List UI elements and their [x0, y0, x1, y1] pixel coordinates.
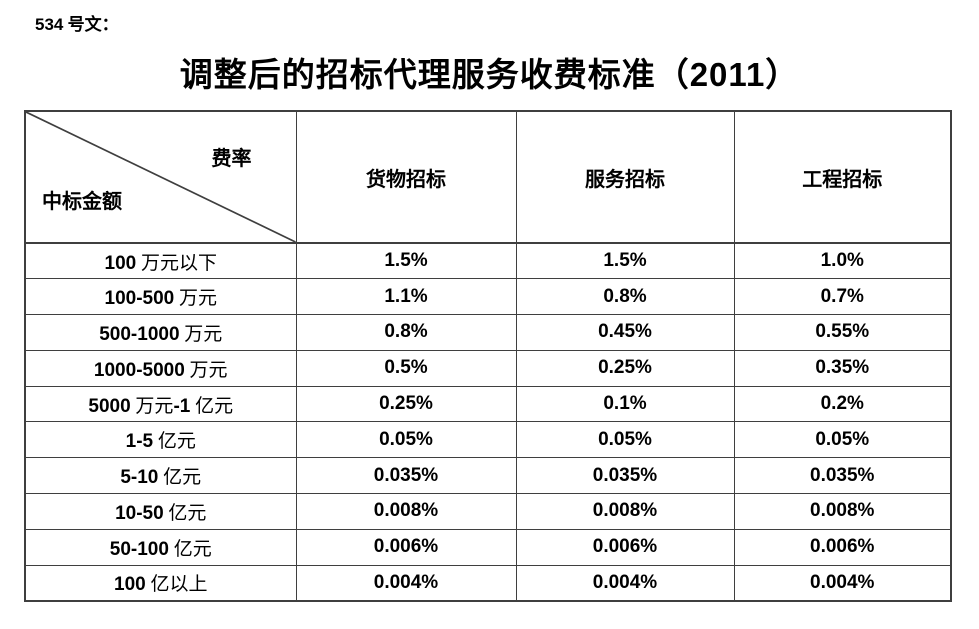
row-label: 5000 万元-1 亿元 — [24, 385, 297, 423]
fee-cell: 0.008% — [515, 493, 735, 530]
fee-cell: 0.5% — [295, 349, 517, 387]
row-label: 500-1000 万元 — [24, 314, 297, 351]
fee-cell: 0.05% — [733, 421, 952, 459]
page-title: 调整后的招标代理服务收费标准（2011） — [179, 56, 800, 94]
fee-table-container: 费率 中标金额 货物招标 服务招标 工程招标 100 万元以下 1.5% 1.5… — [24, 110, 952, 602]
fee-cell: 0.8% — [295, 314, 517, 351]
fee-cell: 0.25% — [515, 349, 735, 387]
corner-label-rate: 费率 — [211, 148, 252, 170]
row-label: 100 万元以下 — [24, 242, 297, 280]
fee-cell: 0.55% — [733, 314, 952, 351]
table-row: 5-10 亿元 0.035% 0.035% 0.035% — [24, 457, 952, 495]
fee-cell: 0.35% — [733, 349, 952, 387]
header-row: 费率 中标金额 货物招标 服务招标 工程招标 — [24, 110, 952, 244]
fee-cell: 0.45% — [515, 314, 735, 351]
fee-cell: 0.05% — [515, 421, 735, 459]
row-label: 1000-5000 万元 — [24, 349, 297, 387]
row-label: 50-100 亿元 — [24, 528, 297, 566]
fee-cell: 0.004% — [295, 564, 517, 602]
fee-cell: 0.006% — [733, 528, 952, 566]
fee-cell: 0.035% — [515, 457, 735, 495]
table-row: 5000 万元-1 亿元 0.25% 0.1% 0.2% — [24, 385, 952, 423]
table-row: 100 亿以上 0.004% 0.004% 0.004% — [24, 564, 952, 602]
fee-table: 费率 中标金额 货物招标 服务招标 工程招标 100 万元以下 1.5% 1.5… — [24, 110, 952, 602]
fee-cell: 0.008% — [733, 493, 952, 530]
table-row: 10-50 亿元 0.008% 0.008% 0.008% — [24, 493, 952, 530]
fee-cell: 1.5% — [515, 242, 735, 280]
fee-cell: 0.006% — [515, 528, 735, 566]
fee-cell: 0.035% — [295, 457, 517, 495]
fee-cell: 0.2% — [733, 385, 952, 423]
corner-cell: 费率 中标金额 — [24, 110, 297, 244]
fee-cell: 0.004% — [515, 564, 735, 602]
fee-cell: 0.035% — [733, 457, 952, 495]
corner-label-amount: 中标金额 — [42, 191, 122, 213]
fee-cell: 0.05% — [295, 421, 517, 459]
diagonal-divider-line — [26, 112, 296, 242]
fee-cell: 0.008% — [295, 493, 517, 530]
fee-cell: 0.25% — [295, 385, 517, 423]
table-row: 1-5 亿元 0.05% 0.05% 0.05% — [24, 421, 952, 459]
col-header-goods-bidding: 货物招标 — [295, 110, 517, 244]
table-row: 1000-5000 万元 0.5% 0.25% 0.35% — [24, 349, 952, 387]
table-row: 100-500 万元 1.1% 0.8% 0.7% — [24, 278, 952, 316]
table-row: 100 万元以下 1.5% 1.5% 1.0% — [24, 242, 952, 280]
fee-cell: 0.004% — [733, 564, 952, 602]
table-row: 50-100 亿元 0.006% 0.006% 0.006% — [24, 528, 952, 566]
fee-cell: 0.1% — [515, 385, 735, 423]
table-row: 500-1000 万元 0.8% 0.45% 0.55% — [24, 314, 952, 351]
col-header-service-bidding: 服务招标 — [515, 110, 735, 244]
fee-cell: 0.8% — [515, 278, 735, 316]
row-label: 100 亿以上 — [24, 564, 297, 602]
fee-cell: 0.7% — [733, 278, 952, 316]
row-label: 10-50 亿元 — [24, 493, 297, 530]
col-header-works-bidding: 工程招标 — [733, 110, 952, 244]
fee-cell: 1.5% — [295, 242, 517, 280]
row-label: 5-10 亿元 — [24, 457, 297, 495]
fee-cell: 0.006% — [295, 528, 517, 566]
row-label: 100-500 万元 — [24, 278, 297, 316]
row-label: 1-5 亿元 — [24, 421, 297, 459]
fee-cell: 1.0% — [733, 242, 952, 280]
doc-number: 534 号文： — [35, 15, 119, 34]
fee-cell: 1.1% — [295, 278, 517, 316]
